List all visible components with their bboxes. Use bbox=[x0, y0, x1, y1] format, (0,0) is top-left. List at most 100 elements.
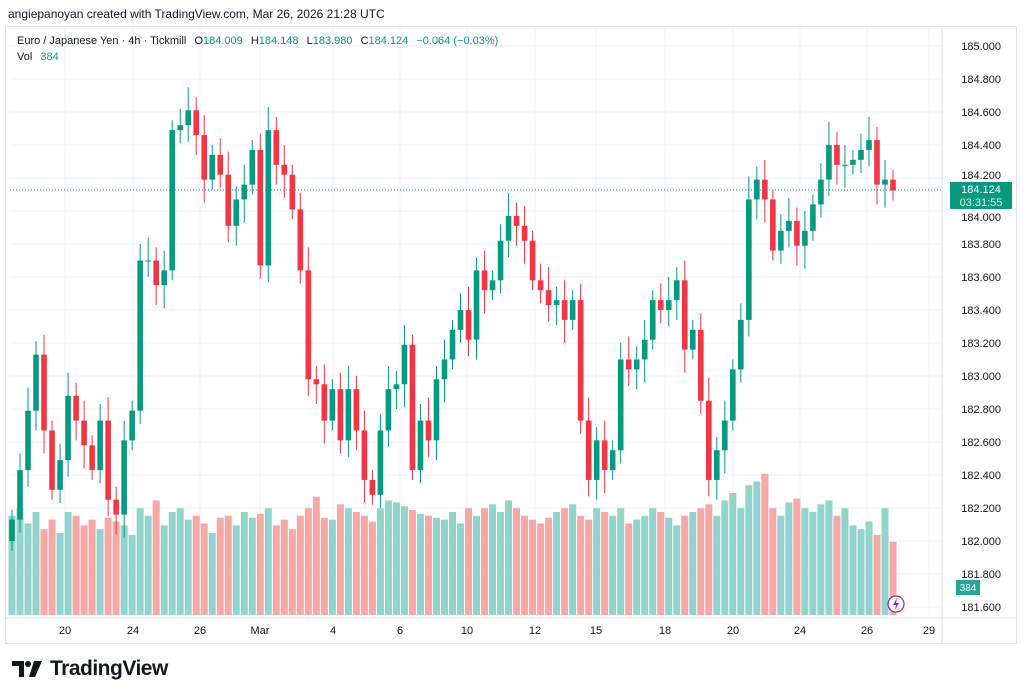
volume-bar bbox=[136, 508, 144, 615]
candle-body bbox=[625, 359, 632, 370]
volume-bar bbox=[328, 519, 336, 615]
volume-bar bbox=[481, 508, 489, 615]
volume-bar bbox=[288, 529, 296, 615]
high-value: 184.148 bbox=[258, 35, 299, 47]
candle-body bbox=[481, 270, 488, 291]
volume-bar bbox=[312, 496, 320, 615]
candle-body bbox=[161, 270, 167, 286]
volume-bar bbox=[336, 504, 344, 615]
volume-bar bbox=[384, 500, 392, 615]
candle-body bbox=[169, 130, 175, 271]
volume-bar bbox=[96, 529, 104, 615]
candle-body bbox=[57, 460, 63, 490]
candle-body bbox=[713, 450, 720, 480]
candle-body bbox=[545, 290, 552, 306]
volume-bar bbox=[697, 508, 705, 615]
candle-body bbox=[810, 204, 816, 231]
current-price-label: 184.124 03:31:55 bbox=[950, 182, 1012, 209]
volume-value: 384 bbox=[40, 51, 59, 63]
volume-bar bbox=[777, 515, 785, 615]
candle-body bbox=[33, 354, 39, 411]
candle-body bbox=[217, 154, 224, 175]
candle-body bbox=[121, 440, 127, 515]
candle-body bbox=[457, 310, 464, 330]
volume-bar bbox=[352, 511, 360, 615]
volume-bar bbox=[601, 511, 609, 615]
volume-bar bbox=[769, 508, 777, 615]
candle-body bbox=[529, 240, 536, 281]
candle-body bbox=[377, 430, 384, 495]
candle-body bbox=[433, 379, 440, 441]
candle-body bbox=[305, 270, 312, 380]
volume-bar bbox=[376, 508, 384, 615]
symbol-title[interactable]: Euro / Japanese Yen · 4h · Tickmill bbox=[17, 35, 187, 47]
volume-bar bbox=[817, 504, 825, 615]
candle-body bbox=[754, 179, 760, 200]
svg-text:384: 384 bbox=[960, 583, 977, 594]
volume-bar bbox=[681, 515, 689, 615]
candle-body bbox=[233, 199, 240, 226]
candle-body bbox=[746, 199, 752, 320]
candle-body bbox=[561, 300, 568, 320]
candle-body bbox=[401, 344, 408, 385]
y-tick-label: 183.400 bbox=[961, 305, 1001, 317]
tradingview-logo[interactable]: TradingView bbox=[12, 657, 168, 681]
volume-bar bbox=[521, 515, 529, 615]
volume-bar bbox=[489, 504, 497, 615]
volume-bar bbox=[889, 541, 897, 615]
x-tick-label: 24 bbox=[127, 625, 139, 637]
candle-body bbox=[850, 159, 856, 165]
volume-bar bbox=[657, 511, 665, 615]
candle-body bbox=[681, 280, 688, 350]
volume-bar bbox=[497, 511, 505, 615]
x-tick-label: 4 bbox=[330, 625, 336, 637]
volume-bar bbox=[729, 492, 737, 615]
volume-bar bbox=[192, 515, 200, 615]
candle-body bbox=[569, 300, 576, 320]
volume-bar bbox=[424, 515, 432, 615]
candle-body bbox=[778, 230, 784, 251]
candle-body bbox=[273, 130, 280, 165]
candle-body bbox=[9, 519, 15, 541]
candle-body bbox=[257, 149, 264, 266]
volume-bar bbox=[537, 523, 545, 615]
volume-bar bbox=[24, 523, 32, 615]
candle-body bbox=[762, 179, 768, 200]
close-value: 184.124 bbox=[368, 35, 409, 47]
y-tick-label: 184.400 bbox=[961, 140, 1001, 152]
y-tick-label: 184.800 bbox=[961, 74, 1001, 86]
volume-bar bbox=[104, 517, 112, 615]
volume-bar bbox=[112, 521, 120, 615]
x-tick-label: 6 bbox=[397, 625, 403, 637]
volume-bar bbox=[793, 498, 801, 615]
candle-body bbox=[393, 384, 400, 390]
candle-body bbox=[842, 164, 848, 166]
volume-bar bbox=[665, 517, 673, 615]
volume-bar bbox=[737, 508, 745, 615]
chart-legend: Euro / Japanese Yen · 4h · Tickmill O184… bbox=[17, 35, 499, 63]
candle-body bbox=[193, 110, 200, 136]
volume-bar bbox=[208, 532, 216, 615]
y-tick-label: 181.800 bbox=[961, 569, 1001, 581]
volume-bar bbox=[785, 502, 793, 615]
lightning-icon[interactable] bbox=[887, 595, 905, 613]
volume-bar bbox=[264, 508, 272, 615]
open-value: 184.009 bbox=[203, 35, 243, 47]
x-tick-label: Mar bbox=[251, 625, 270, 637]
candle-body bbox=[834, 145, 840, 165]
candle-body bbox=[385, 389, 392, 431]
candle-body bbox=[609, 450, 616, 471]
volume-bar bbox=[432, 517, 440, 615]
candle-body bbox=[441, 359, 448, 380]
volume-bar bbox=[753, 481, 761, 615]
volume-bar bbox=[168, 511, 176, 615]
volume-bar bbox=[569, 504, 577, 615]
volume-bar bbox=[609, 515, 617, 615]
volume-bar bbox=[304, 508, 312, 615]
volume-bar bbox=[841, 508, 849, 615]
candle-body bbox=[337, 389, 344, 441]
current-price-value: 184.124 bbox=[961, 184, 1001, 196]
volume-bar bbox=[232, 525, 240, 615]
x-tick-label: 20 bbox=[727, 625, 739, 637]
